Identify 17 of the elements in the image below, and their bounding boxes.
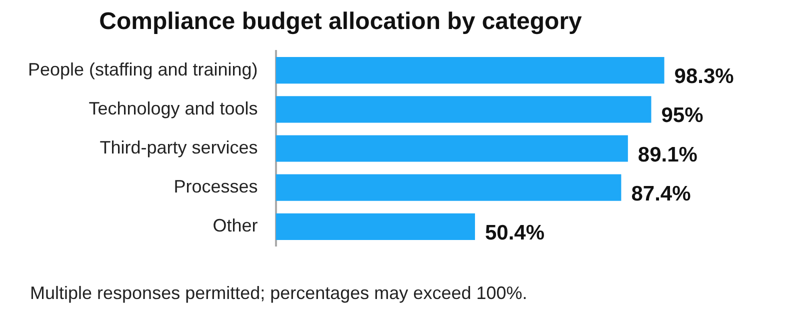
y-tick-label: Technology and tools	[88, 98, 258, 118]
y-tick-label: Processes	[174, 176, 258, 197]
data-label: 98.3%	[674, 65, 734, 88]
y-tick-label: Other	[212, 216, 258, 236]
bar	[276, 57, 664, 84]
chart-title: Compliance budget allocation by category	[99, 8, 583, 36]
bar	[276, 135, 628, 162]
bar	[276, 213, 475, 240]
bar	[276, 174, 622, 201]
text: Multiple responses permitted; percentages may exceed 100%.	[30, 283, 528, 304]
data-label: 95%	[661, 104, 704, 128]
bar	[276, 96, 652, 123]
data-label: 87.4%	[631, 182, 692, 206]
y-tick-label: Third-party services	[100, 137, 258, 158]
data-label: 50.4%	[484, 221, 545, 244]
data-label: 89.1%	[638, 143, 698, 166]
y-tick-label: People (staffing and training)	[28, 59, 258, 80]
